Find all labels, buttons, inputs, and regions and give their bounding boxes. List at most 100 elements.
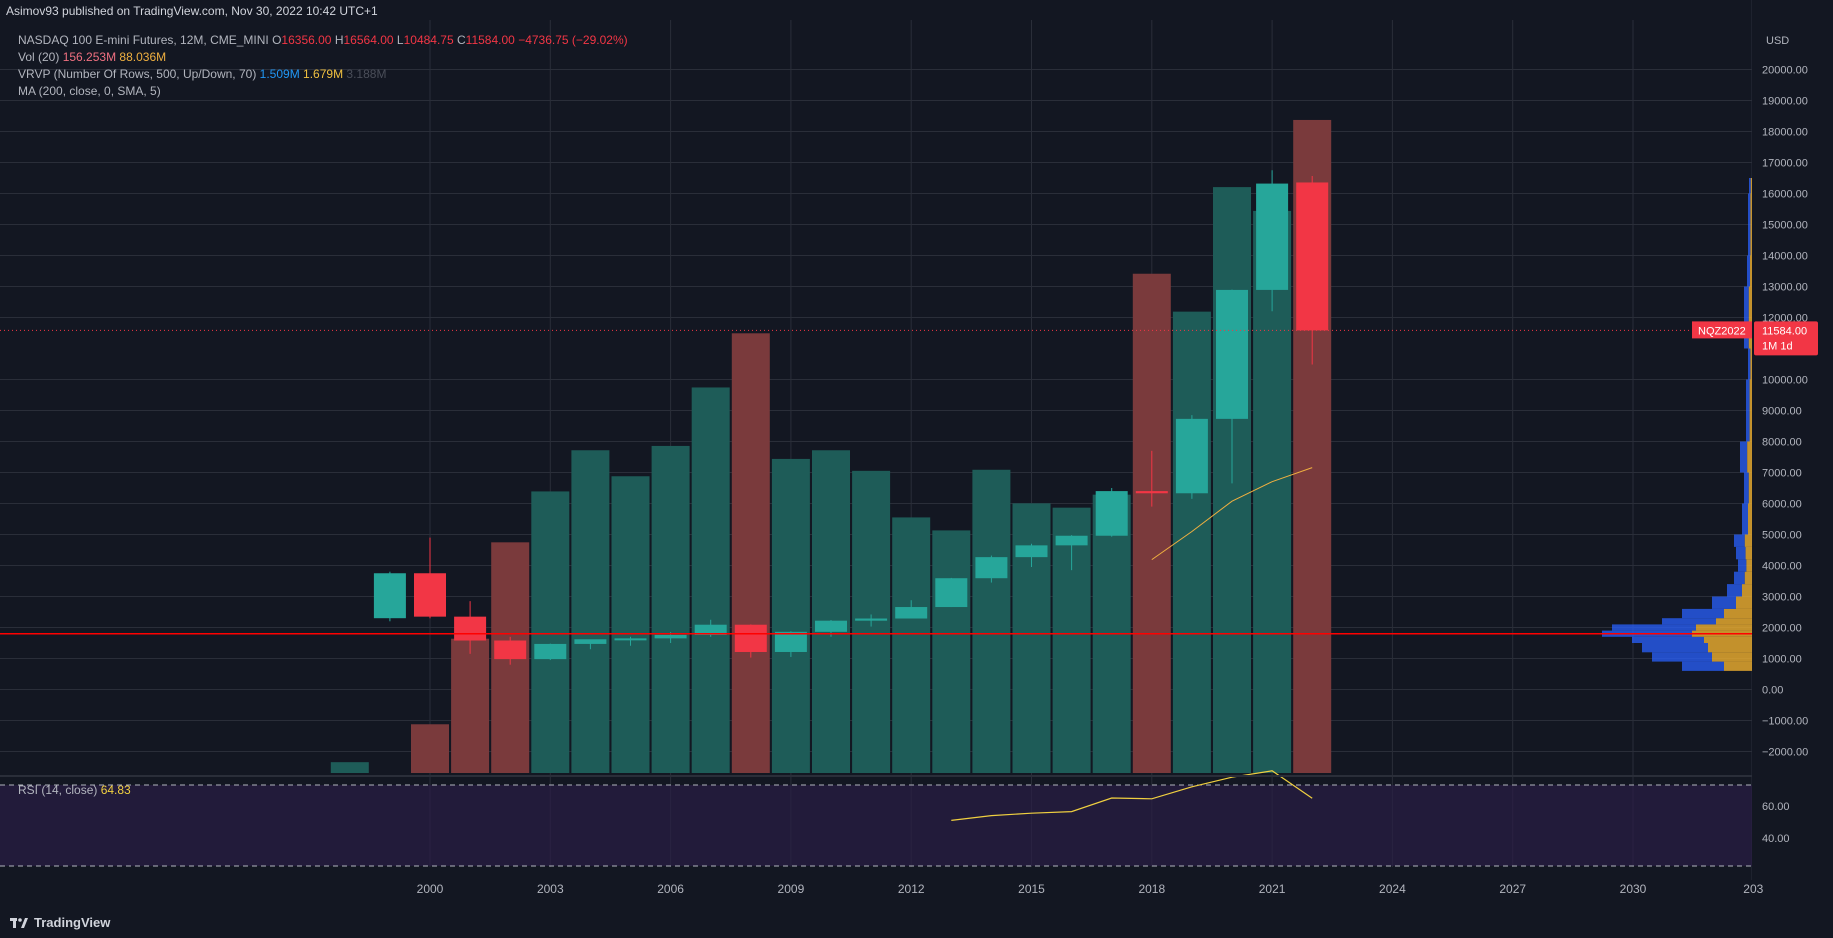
candle-body [815, 620, 847, 632]
price-label-countdown: 1M 1d [1762, 340, 1793, 352]
legend-vrvp-total: 3.188M [346, 67, 387, 81]
candle-body [494, 640, 527, 660]
currency-label: USD [1766, 35, 1789, 47]
legend-h-label: H [334, 33, 344, 47]
profile-bar-down [1724, 608, 1752, 619]
volume-bar [932, 530, 971, 773]
profile-bar-down [1748, 472, 1752, 504]
profile-bar-down [1736, 596, 1752, 609]
candle-body [1095, 491, 1128, 536]
profile-bar-down [1750, 193, 1752, 225]
profile-bar-down [1744, 571, 1752, 585]
profile-bar-down [1746, 559, 1752, 572]
profile-bar-down [1750, 348, 1752, 380]
profile-bar-up [1682, 661, 1724, 671]
candle-body [454, 616, 487, 641]
price-label-symbol-bg [1692, 321, 1752, 339]
y-tick-label: 2000.00 [1762, 623, 1802, 635]
profile-bar-up [1642, 643, 1708, 653]
candle-body [534, 643, 567, 660]
legend-vrvp-row: VRVP (Number Of Rows, 500, Up/Down, 70) … [18, 67, 386, 81]
y-tick-label: 9000.00 [1762, 406, 1802, 418]
y-tick-label: 6000.00 [1762, 499, 1802, 511]
candle-body [935, 578, 968, 608]
legend-vol-row: Vol (20) 156.253M 88.036M [18, 50, 166, 64]
x-tick-label: 2030 [1620, 882, 1647, 896]
x-tick-label: 2027 [1499, 882, 1526, 896]
legend-ma-row: MA (200, close, 0, SMA, 5) [18, 84, 161, 98]
price-label-symbol: NQZ2022 [1698, 325, 1746, 337]
volume-bar [691, 387, 730, 773]
x-tick-label: 2009 [778, 882, 805, 896]
candle-body [614, 638, 647, 641]
candle-body [1175, 418, 1208, 494]
legend-ma-label: MA (200, close, 0, SMA, 5) [18, 84, 161, 98]
y-tick-label: 4000.00 [1762, 561, 1802, 573]
x-tick-label: 2021 [1259, 882, 1286, 896]
legend-vol-ma-value: 88.036M [119, 50, 167, 64]
profile-bar-up [1748, 224, 1751, 256]
profile-bar-up [1736, 546, 1746, 560]
volume-bar [330, 762, 369, 773]
y-tick-label: 8000.00 [1762, 437, 1802, 449]
volume-bar [1012, 503, 1051, 773]
overlays [0, 329, 1752, 635]
legend-l-label: L [396, 33, 404, 47]
tradingview-logo[interactable]: TradingView [10, 915, 110, 930]
legend-rsi-value: 64.83 [100, 783, 131, 797]
volume-bar [651, 445, 690, 773]
legend-open: 16356.00 [281, 33, 332, 47]
x-tick-label: 2003 [537, 882, 564, 896]
profile-bar-up [1662, 618, 1716, 625]
volume-bar [411, 724, 449, 773]
profile-bar-up [1740, 441, 1748, 473]
volume-bar [892, 517, 931, 773]
profile-bar-up [1744, 286, 1749, 318]
y-tick-label: 14000.00 [1762, 251, 1808, 263]
profile-bar-up [1742, 503, 1748, 535]
y-tick-label: 1000.00 [1762, 654, 1802, 666]
y-tick-label: 13000.00 [1762, 282, 1808, 294]
tradingview-logo-icon [10, 917, 28, 928]
price-axis-bg [1752, 0, 1833, 880]
candlesticks [373, 170, 1329, 665]
volume-bar [571, 450, 610, 773]
legend-vol-label: Vol (20) [18, 50, 60, 64]
legend-low: 10484.75 [403, 33, 454, 47]
x-tick-label: 2000 [417, 882, 444, 896]
candle-body [694, 624, 727, 635]
x-tick-label: 2015 [1018, 882, 1045, 896]
volume-bar [731, 333, 770, 773]
profile-bar-down [1712, 652, 1752, 662]
profile-bar-up [1738, 559, 1747, 572]
candle-body [734, 624, 767, 652]
candle-body [414, 573, 446, 617]
profile-bar-up [1652, 652, 1712, 662]
profile-bar-up [1612, 624, 1696, 631]
profile-bar-down [1744, 534, 1752, 547]
y-tick-label: 7000.00 [1762, 468, 1802, 480]
legend-change: −4736.75 (−29.02%) [518, 33, 628, 47]
candle-body [373, 573, 406, 619]
profile-bar-down [1748, 286, 1752, 318]
profile-bar-up [1632, 636, 1704, 643]
candle-body [654, 634, 687, 639]
profile-bar-up [1744, 472, 1749, 504]
y-tick-label: 3000.00 [1762, 592, 1802, 604]
volume-bar [1132, 273, 1171, 773]
legend-vrvp-up: 1.509M [259, 67, 300, 81]
profile-bar-up [1749, 178, 1751, 194]
rsi-tick-label: 60.00 [1762, 801, 1790, 813]
profile-bar-down [1750, 255, 1752, 287]
price-label-bg [1754, 321, 1818, 356]
y-tick-label: 19000.00 [1762, 96, 1808, 108]
legend-c-label: C [457, 33, 466, 47]
legend-symbol-row: NASDAQ 100 E-mini Futures, 12M, CME_MINI… [18, 33, 628, 47]
profile-bar-down [1745, 546, 1752, 560]
profile-bar-up [1748, 193, 1751, 225]
footer-brand: TradingView [34, 915, 111, 930]
candle-body [855, 618, 888, 621]
x-tick-label: 203 [1743, 882, 1763, 896]
legend-close: 11584.00 [465, 33, 515, 47]
